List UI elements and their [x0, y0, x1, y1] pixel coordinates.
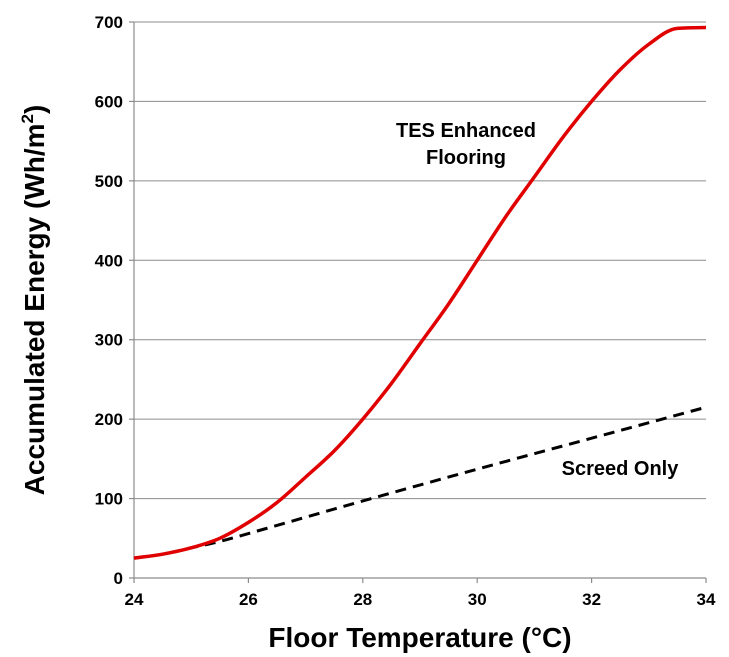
y-axis-title-main: Accumulated Energy (Wh/m [19, 123, 50, 495]
annotation-tes-line2: Flooring [426, 147, 506, 169]
series-line-screed [133, 405, 707, 560]
y-tick-labels: 0 100 200 300 400 500 600 700 [95, 13, 123, 588]
x-tick-labels: 24 26 28 30 32 34 [125, 590, 716, 609]
y-axis-title-end: ) [19, 105, 50, 114]
y-tick-label-100: 100 [95, 490, 123, 509]
x-axis-title: Floor Temperature (°C) [268, 622, 571, 653]
y-tick-label-300: 300 [95, 331, 123, 350]
y-tick-label-600: 600 [95, 92, 123, 111]
annotation-screed: Screed Only [562, 458, 680, 480]
axes [129, 21, 707, 583]
y-tick-label-700: 700 [95, 13, 123, 32]
x-tick-label-30: 30 [468, 590, 487, 609]
x-tick-label-26: 26 [239, 590, 258, 609]
gridlines [134, 21, 706, 500]
series-lines [133, 25, 707, 560]
x-tick-label-32: 32 [582, 590, 601, 609]
series-line-tes [133, 25, 707, 560]
x-tick-label-34: 34 [697, 590, 716, 609]
y-tick-label-500: 500 [95, 172, 123, 191]
y-axis-title-superscript: 2 [18, 114, 37, 123]
x-tick-label-28: 28 [353, 590, 372, 609]
y-tick-label-200: 200 [95, 410, 123, 429]
x-tick-label-24: 24 [125, 590, 144, 609]
y-axis-title: Accumulated Energy (Wh/m2) [18, 105, 50, 496]
annotation-tes-line1: TES Enhanced [396, 120, 536, 142]
y-tick-label-400: 400 [95, 251, 123, 270]
y-tick-label-0: 0 [114, 569, 123, 588]
